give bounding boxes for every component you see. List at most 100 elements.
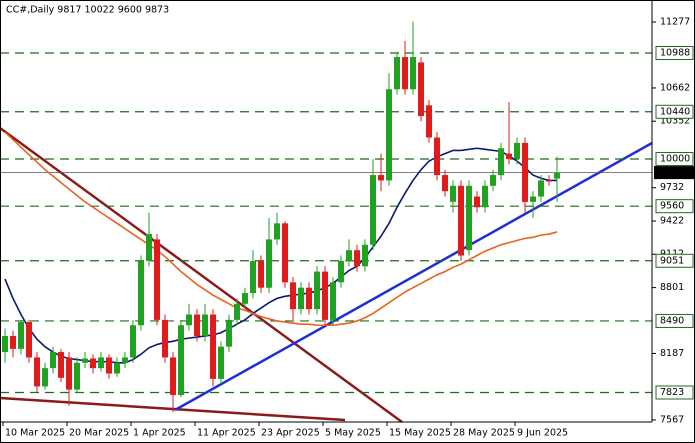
candle-body	[34, 357, 40, 387]
level-label-box	[655, 199, 694, 214]
y-tick-label: 8187	[660, 348, 684, 359]
candle-body	[18, 322, 24, 349]
level-label-box	[655, 313, 694, 328]
candle-body	[202, 314, 208, 336]
candle-body	[90, 358, 96, 369]
candle-body	[306, 287, 312, 310]
level-label: 7823	[660, 387, 684, 398]
trend-line	[0, 126, 403, 424]
level-label-box	[655, 151, 694, 166]
candle-body	[530, 196, 536, 202]
candle-body	[522, 142, 528, 202]
candle-body	[42, 368, 48, 387]
moving-average	[4, 131, 558, 327]
trend-line	[174, 141, 653, 412]
candle-body	[394, 57, 400, 90]
y-tick-label: 9422	[660, 215, 684, 226]
candle-body	[482, 185, 488, 208]
candle-body	[402, 57, 408, 90]
candle-body	[258, 260, 264, 288]
candle-body	[186, 314, 192, 326]
candle-body	[242, 293, 248, 304]
candle-body	[122, 357, 128, 363]
candle-body	[162, 319, 168, 358]
x-tick-label: 11 Apr 2025	[197, 428, 256, 439]
candle-body	[426, 105, 432, 138]
candle-body	[346, 250, 352, 261]
moving-average	[4, 147, 557, 364]
candle-body	[138, 260, 144, 326]
candle-body	[290, 282, 296, 310]
candle-body	[66, 357, 72, 390]
candle-body	[26, 322, 32, 358]
candle-body	[130, 325, 136, 358]
candle-body	[274, 223, 280, 240]
candle-body	[442, 175, 448, 192]
x-tick-label: 15 May 2025	[389, 428, 451, 439]
candle-body	[298, 287, 304, 310]
candle-body	[98, 357, 104, 369]
candle-body	[498, 148, 504, 176]
level-label: 10988	[660, 47, 690, 58]
candle-body	[458, 185, 464, 256]
candle-body	[146, 234, 152, 261]
chart-title: CC#,Daily 9817 10022 9600 9873	[6, 5, 169, 16]
candle-body	[178, 325, 184, 395]
candle-body	[82, 358, 88, 363]
y-tick-label: 11277	[660, 16, 690, 27]
level-label: 9051	[660, 255, 684, 266]
candle-body	[314, 271, 320, 310]
level-label-box	[655, 385, 694, 400]
level-label: 10440	[660, 106, 690, 117]
candle-body	[466, 185, 472, 251]
y-tick-label: 8801	[660, 282, 684, 293]
candle-body	[538, 180, 544, 197]
level-label-box	[655, 253, 694, 268]
candle-body	[546, 180, 552, 182]
y-tick-label: 9732	[660, 182, 684, 193]
candle-body	[194, 314, 200, 336]
x-tick-label: 28 May 2025	[453, 428, 515, 439]
candle-body	[354, 250, 360, 267]
candle-body	[450, 185, 456, 202]
candle-body	[170, 357, 176, 395]
candle-body	[50, 352, 56, 369]
x-tick-label: 1 Apr 2025	[133, 428, 186, 439]
candle-body	[234, 303, 240, 320]
level-label: 9560	[660, 201, 684, 212]
candle-body	[282, 223, 288, 283]
candle-body	[506, 153, 512, 159]
candle-body	[2, 335, 8, 353]
x-tick-label: 9 Jun 2025	[517, 428, 568, 439]
candle-body	[474, 196, 480, 208]
candle-body	[338, 260, 344, 283]
candle-body	[106, 357, 112, 374]
candle-body	[114, 362, 120, 374]
y-tick-label: 10352	[660, 116, 690, 127]
y-tick-label: 7567	[660, 414, 684, 425]
level-label: 8490	[660, 315, 684, 326]
candle-body	[554, 172, 560, 179]
candle-body	[154, 239, 160, 320]
candle-body	[514, 142, 520, 159]
candle-body	[418, 62, 424, 117]
candle-body	[370, 175, 376, 245]
last-price-label: 9873	[660, 167, 684, 178]
candle-body	[226, 319, 232, 347]
x-tick-label: 23 Apr 2025	[261, 428, 320, 439]
candle-body	[218, 346, 224, 379]
x-tick-label: 10 Mar 2025	[5, 428, 65, 439]
candle-body	[10, 335, 16, 349]
candle-body	[378, 175, 384, 181]
level-label-box	[655, 45, 694, 60]
candle-body	[74, 362, 80, 390]
candle-body	[434, 137, 440, 176]
last-price-box	[654, 166, 694, 180]
candle-body	[490, 175, 496, 186]
candle-body	[58, 352, 64, 378]
y-tick-label: 10662	[660, 82, 690, 93]
candle-body	[210, 314, 216, 379]
plot-area	[0, 21, 653, 424]
